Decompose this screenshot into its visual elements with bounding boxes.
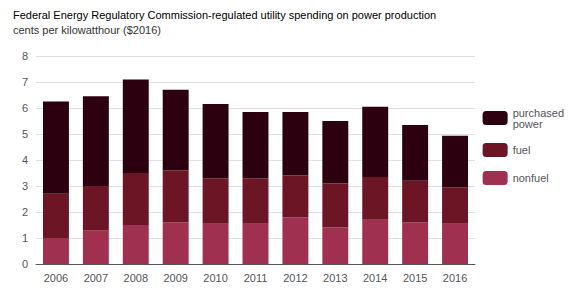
svg-text:2011: 2011 — [244, 272, 268, 284]
svg-text:7: 7 — [22, 76, 28, 88]
svg-text:2008: 2008 — [124, 272, 148, 284]
svg-text:2014: 2014 — [363, 272, 387, 284]
svg-text:3: 3 — [22, 180, 28, 192]
svg-text:6: 6 — [22, 102, 28, 114]
svg-text:2006: 2006 — [44, 272, 68, 284]
svg-text:2012: 2012 — [283, 272, 307, 284]
svg-text:nonfuel: nonfuel — [513, 172, 549, 184]
svg-text:0: 0 — [22, 258, 28, 270]
svg-text:2010: 2010 — [203, 272, 227, 284]
svg-text:2015: 2015 — [403, 272, 427, 284]
svg-text:purchased: purchased — [512, 106, 564, 119]
svg-text:2: 2 — [22, 206, 28, 218]
svg-text:8: 8 — [22, 50, 28, 62]
svg-text:2016: 2016 — [443, 272, 467, 284]
svg-text:cents per kilowatthour ($2016): cents per kilowatthour ($2016) — [13, 24, 161, 36]
svg-text:power: power — [513, 118, 543, 130]
svg-text:4: 4 — [22, 154, 28, 166]
svg-text:fuel: fuel — [513, 144, 531, 156]
svg-text:1: 1 — [22, 232, 28, 244]
svg-text:2013: 2013 — [323, 272, 347, 284]
svg-text:2007: 2007 — [84, 272, 108, 284]
svg-text:2009: 2009 — [163, 272, 187, 284]
svg-text:5: 5 — [22, 128, 28, 140]
svg-text:Federal Energy Regulatory Comm: Federal Energy Regulatory Commission-reg… — [13, 9, 436, 21]
